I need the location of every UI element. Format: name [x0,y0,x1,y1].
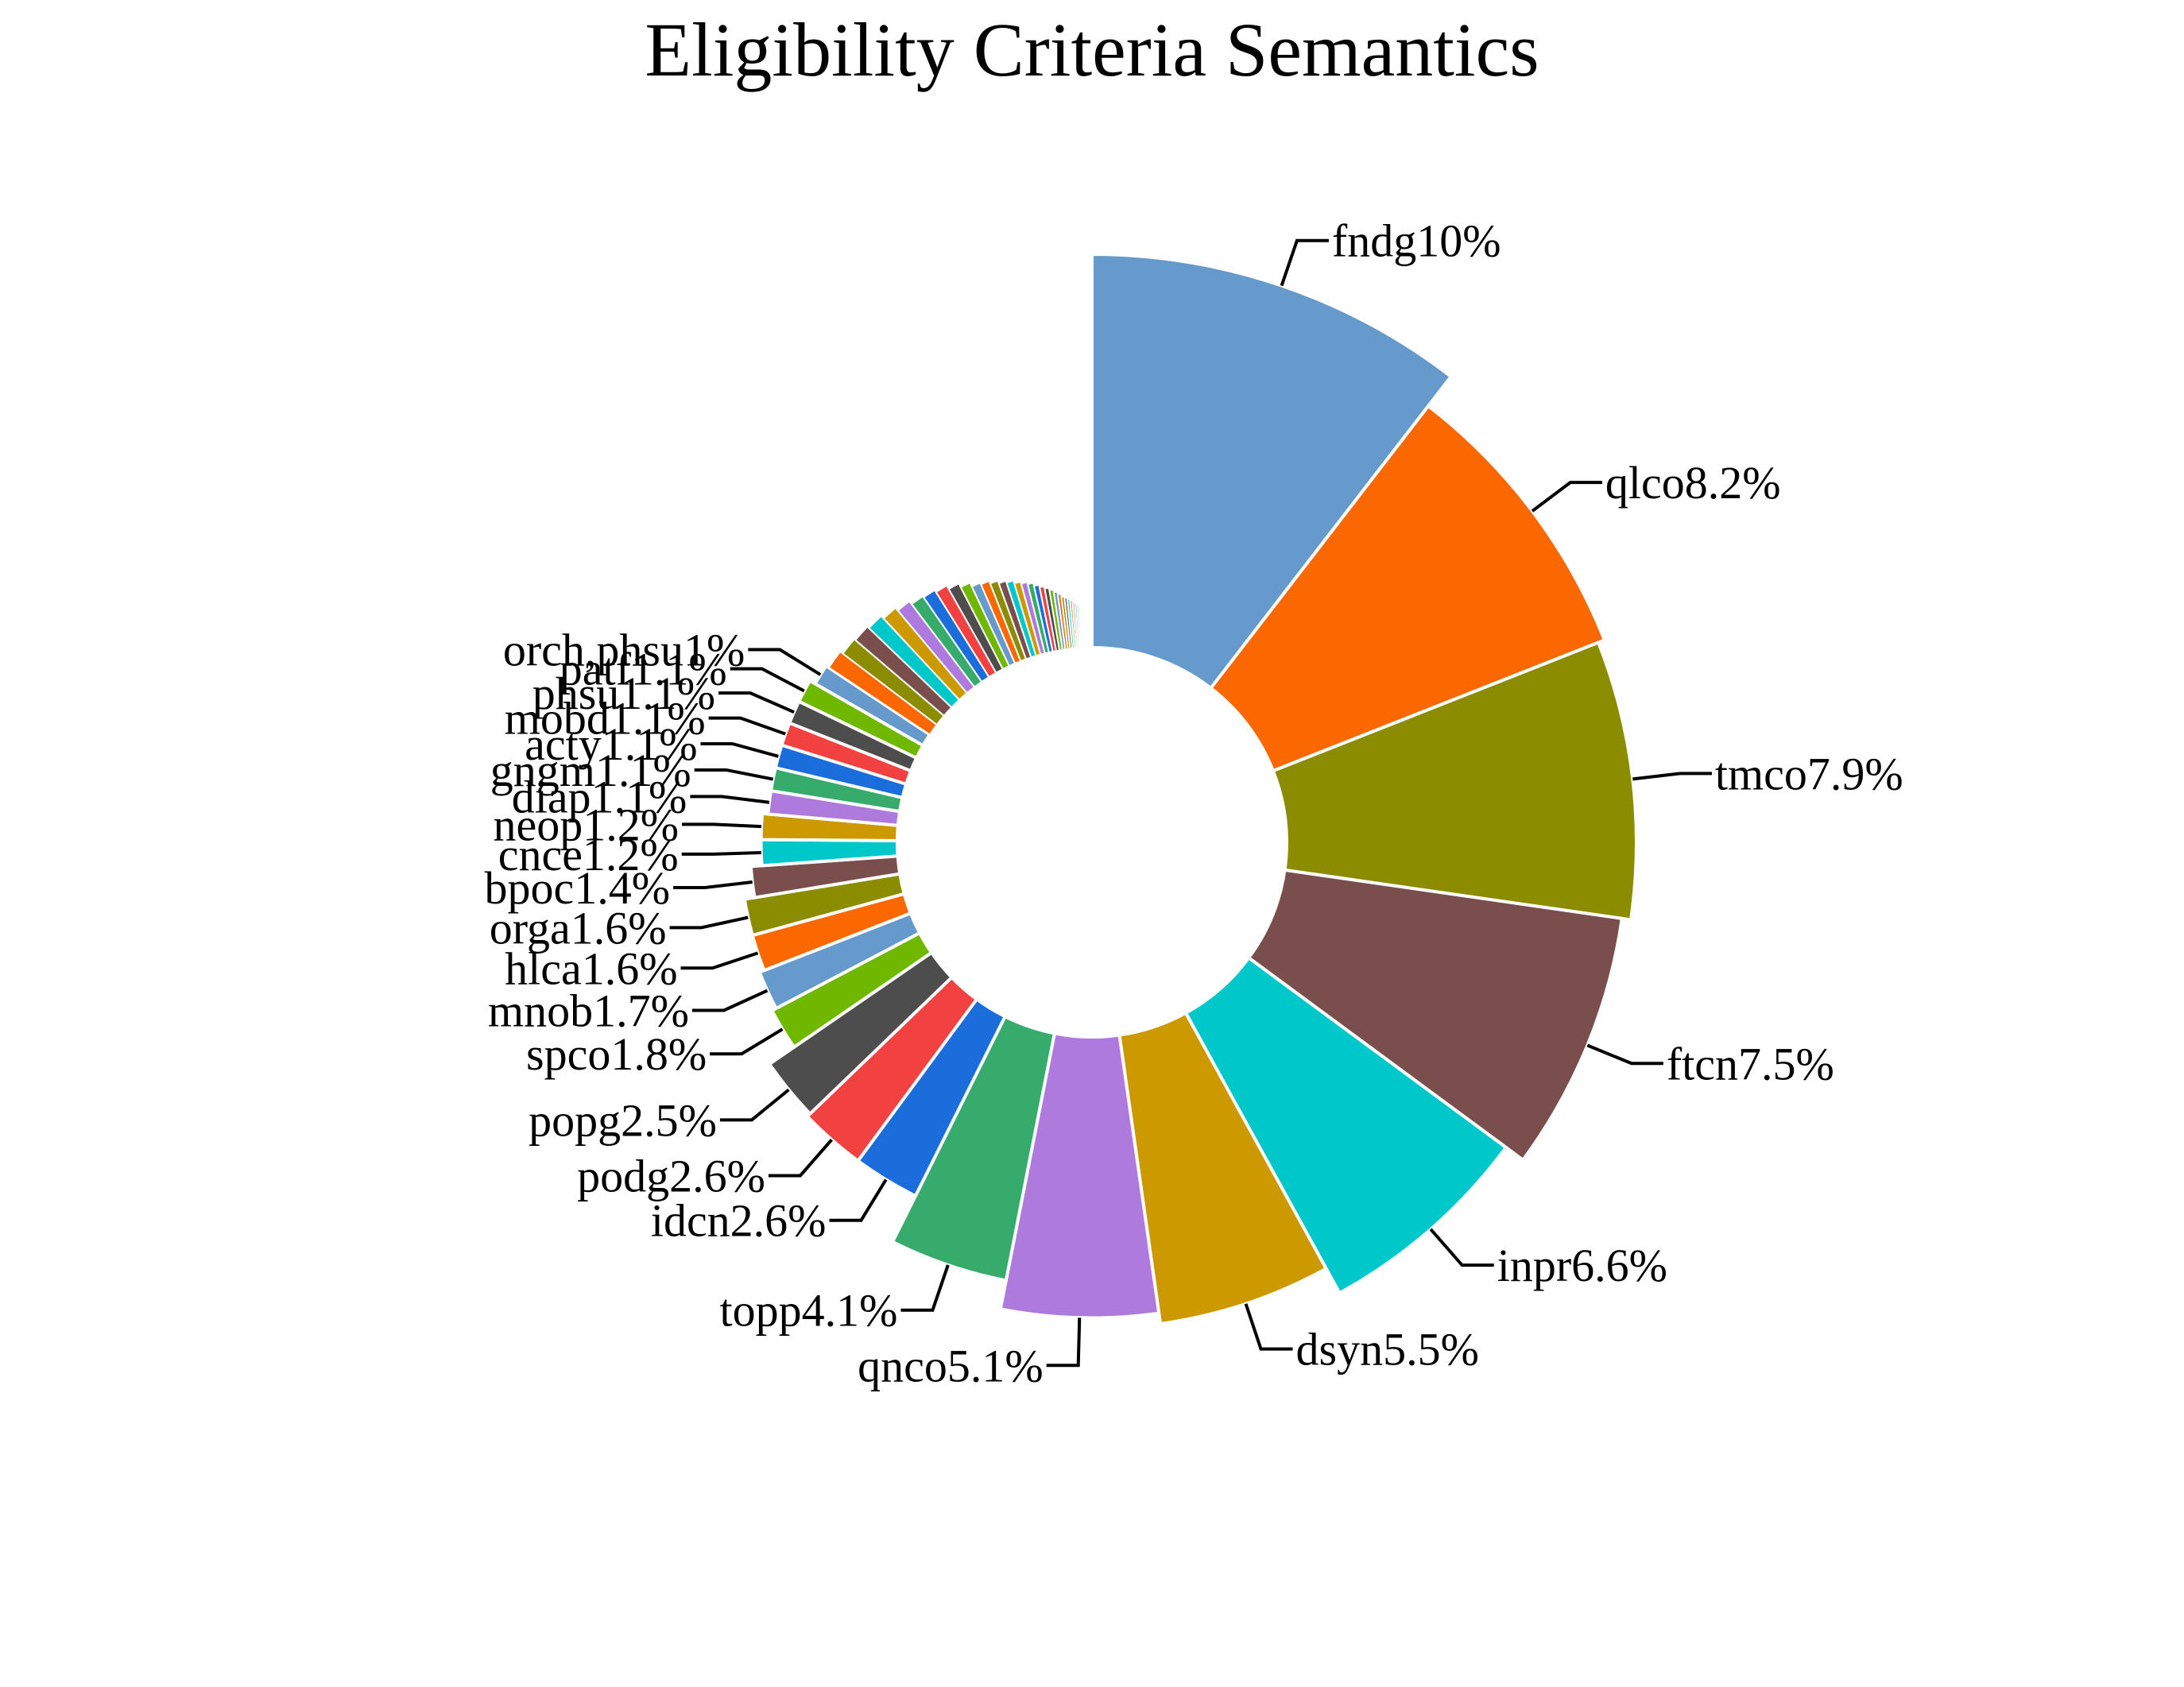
slice-label: diap1.1% [512,771,687,822]
leader-line [700,741,779,758]
slice-label: gngm1.1% [490,745,691,796]
slice-label: tmco7.9% [1715,748,1903,799]
slice-label: patf1.1% [560,644,727,695]
leader-line [680,951,759,970]
slice-label: phsu1.1% [532,667,715,719]
slice-label: fndg10% [1332,215,1501,267]
slice-label: topp4.1% [720,1285,898,1337]
leader-line [719,1088,790,1122]
slice-label: dsyn5.5% [1296,1324,1479,1376]
leader-line [682,822,762,829]
leader-line [718,691,795,714]
leader-line [669,915,749,930]
slice-label: idcn2.6% [651,1195,827,1247]
slice-label: ftcn7.5% [1667,1038,1834,1089]
slices-layer [742,252,1638,1326]
slice-label: qlco8.2% [1605,457,1781,509]
leader-line [1280,238,1329,287]
leader-line [730,667,805,693]
slice-label: qnco5.1% [858,1340,1044,1391]
slice-label: inpr6.6% [1497,1240,1667,1291]
slice-label: bpoc1.4% [485,862,671,914]
slice-label: orga1.6% [490,902,667,954]
leader-line [1046,1317,1082,1368]
leader-line [708,716,786,736]
leader-line [1632,772,1712,781]
leader-line [1531,481,1602,513]
slice-label: cnce1.2% [498,829,679,880]
leader-line [681,850,761,856]
leader-line [673,880,753,889]
leader-line [748,648,822,676]
leader-line [690,795,770,804]
leader-line [900,1264,950,1312]
slice-label: podg2.6% [577,1150,765,1201]
labels-layer: fndg10% qlco8.2% tmco7.9% ftcn7.5% inpr6.6% d… [485,215,1903,1392]
leader-line [710,1027,784,1056]
donut-hole [897,648,1287,1037]
leader-line [691,989,769,1012]
slice-label: neop1.2% [494,799,680,850]
slice-label: popg2.5% [529,1094,717,1146]
leader-line [1244,1303,1293,1351]
leader-line [1586,1043,1663,1066]
slice-label: orch,phsu1% [503,625,745,676]
leader-lines-layer [669,238,1712,1368]
chart-title: Eligibility Criteria Semantics [645,7,1539,92]
leader-line [694,768,773,781]
slice-label: spco1.8% [526,1028,707,1080]
leader-line [829,1178,888,1222]
leader-line [1429,1228,1494,1267]
slice-label: mnob1.7% [488,985,689,1036]
slice-label: acty1.1% [525,718,697,770]
slice-label: mobd1.1% [505,693,706,745]
leader-line [768,1138,833,1178]
tail-slices-layer [827,579,1287,1037]
slice-label: hlca1.6% [505,942,677,994]
